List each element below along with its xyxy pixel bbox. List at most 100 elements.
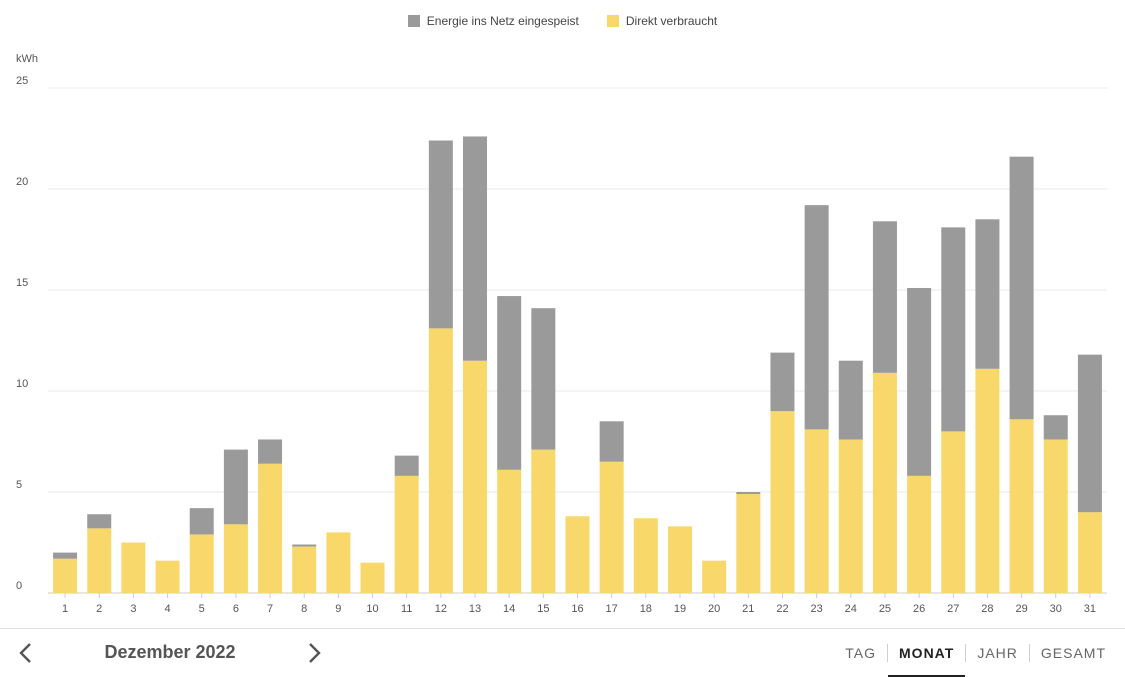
- bar-energie-eingespeist: [907, 287, 932, 476]
- legend-swatch-direct: [606, 15, 619, 27]
- x-tick-label: 25: [879, 603, 891, 615]
- x-tick-label: 8: [301, 603, 307, 615]
- bar-energie-eingespeist: [1043, 415, 1068, 440]
- legend-item-direct[interactable]: Direkt verbraucht: [606, 14, 718, 28]
- x-tick-label: 27: [947, 603, 959, 615]
- bar-direkt-verbraucht: [1043, 439, 1068, 593]
- chart-legend: Energie ins Netz eingespeist Direkt verb…: [0, 14, 1125, 28]
- x-tick-label: 24: [845, 603, 857, 615]
- bar-direkt-verbraucht: [258, 463, 283, 593]
- bar-direkt-verbraucht: [599, 461, 624, 593]
- bar-direkt-verbraucht: [497, 469, 522, 593]
- bar-energie-eingespeist: [838, 360, 863, 440]
- bar-direkt-verbraucht: [360, 562, 385, 593]
- bar-energie-eingespeist: [292, 544, 317, 547]
- period-label: Dezember 2022: [104, 642, 236, 662]
- bar-direkt-verbraucht: [1009, 419, 1034, 593]
- x-tick-label: 17: [606, 603, 618, 615]
- bar-direkt-verbraucht: [292, 546, 317, 593]
- bar-energie-eingespeist: [87, 514, 112, 529]
- next-month-button[interactable]: [300, 639, 328, 667]
- bar-energie-eingespeist: [394, 455, 419, 476]
- bar-energie-eingespeist: [223, 449, 248, 525]
- legend-label-fed-in: Energie ins Netz eingespeist: [426, 14, 579, 28]
- bar-direkt-verbraucht: [667, 526, 692, 593]
- bar-direkt-verbraucht: [53, 558, 78, 593]
- bar-direkt-verbraucht: [872, 372, 897, 593]
- bar-energie-eingespeist: [258, 439, 283, 464]
- x-tick-label: 16: [571, 603, 583, 615]
- x-tick-label: 14: [503, 603, 515, 615]
- y-tick-label: 15: [16, 277, 28, 289]
- x-tick-label: 11: [401, 603, 412, 615]
- bar-direkt-verbraucht: [531, 449, 556, 593]
- bar-direkt-verbraucht: [463, 360, 488, 593]
- bar-direkt-verbraucht: [1077, 512, 1102, 593]
- bar-direkt-verbraucht: [838, 439, 863, 593]
- legend-swatch-fed-in: [407, 15, 420, 27]
- bar-direkt-verbraucht: [155, 560, 180, 593]
- tab-jahr[interactable]: JAHR: [977, 645, 1018, 661]
- tab-monat[interactable]: MONAT: [888, 629, 966, 677]
- bar-direkt-verbraucht: [87, 528, 112, 593]
- period-footer: Dezember 2022 TAG MONAT JAHR GESAMT: [0, 628, 1125, 677]
- bar-energie-eingespeist: [1009, 156, 1034, 420]
- bar-energie-eingespeist: [428, 140, 453, 329]
- x-tick-label: 18: [640, 603, 652, 615]
- bar-direkt-verbraucht: [907, 475, 932, 593]
- x-tick-label: 29: [1015, 603, 1027, 615]
- x-tick-label: 2: [96, 603, 102, 615]
- tab-gesamt[interactable]: GESAMT: [1040, 645, 1106, 661]
- x-tick-label: 1: [62, 603, 68, 615]
- bar-energie-eingespeist: [463, 136, 488, 361]
- previous-month-button[interactable]: [12, 639, 40, 667]
- bar-direkt-verbraucht: [633, 518, 658, 593]
- tab-divider: [887, 644, 889, 662]
- tab-divider: [1028, 644, 1030, 662]
- x-tick-label: 7: [267, 603, 273, 615]
- bar-direkt-verbraucht: [736, 494, 761, 593]
- y-tick-label: 25: [16, 75, 28, 87]
- bar-direkt-verbraucht: [975, 368, 1000, 593]
- bar-direkt-verbraucht: [804, 429, 829, 593]
- legend-item-fed-in[interactable]: Energie ins Netz eingespeist: [407, 14, 579, 28]
- bar-energie-eingespeist: [804, 205, 829, 430]
- bar-energie-eingespeist: [736, 492, 761, 495]
- x-tick-label: 9: [335, 603, 341, 615]
- bar-energie-eingespeist: [497, 296, 522, 470]
- legend-label-direct: Direkt verbraucht: [625, 14, 718, 28]
- bar-energie-eingespeist: [975, 219, 1000, 369]
- x-tick-label: 3: [130, 603, 136, 615]
- x-tick-label: 15: [537, 603, 549, 615]
- x-tick-label: 26: [913, 603, 925, 615]
- x-tick-label: 20: [708, 603, 720, 615]
- x-tick-label: 28: [981, 603, 993, 615]
- x-tick-label: 12: [435, 603, 447, 615]
- x-tick-label: 4: [165, 603, 171, 615]
- x-tick-label: 30: [1050, 603, 1062, 615]
- bar-energie-eingespeist: [53, 552, 78, 559]
- chevron-right-icon: [309, 643, 321, 663]
- y-tick-label: 5: [16, 479, 22, 491]
- bar-energie-eingespeist: [872, 221, 897, 373]
- x-tick-label: 5: [199, 603, 205, 615]
- bar-energie-eingespeist: [941, 227, 966, 432]
- x-tick-label: 22: [776, 603, 788, 615]
- x-tick-label: 10: [366, 603, 378, 615]
- y-tick-label: 0: [16, 580, 22, 592]
- tab-tag[interactable]: TAG: [845, 645, 877, 661]
- bar-direkt-verbraucht: [394, 475, 419, 593]
- x-tick-label: 31: [1084, 603, 1096, 615]
- period-tabs: TAG MONAT JAHR GESAMT: [834, 629, 1117, 677]
- bar-direkt-verbraucht: [941, 431, 966, 593]
- bar-direkt-verbraucht: [189, 534, 214, 593]
- y-axis-unit-label: kWh: [16, 53, 38, 65]
- bar-direkt-verbraucht: [223, 524, 248, 593]
- tab-divider: [965, 644, 967, 662]
- y-tick-label: 20: [16, 176, 28, 188]
- bar-energie-eingespeist: [1077, 354, 1102, 513]
- x-tick-label: 21: [742, 603, 754, 615]
- bar-direkt-verbraucht: [428, 328, 453, 593]
- y-tick-label: 10: [16, 378, 28, 390]
